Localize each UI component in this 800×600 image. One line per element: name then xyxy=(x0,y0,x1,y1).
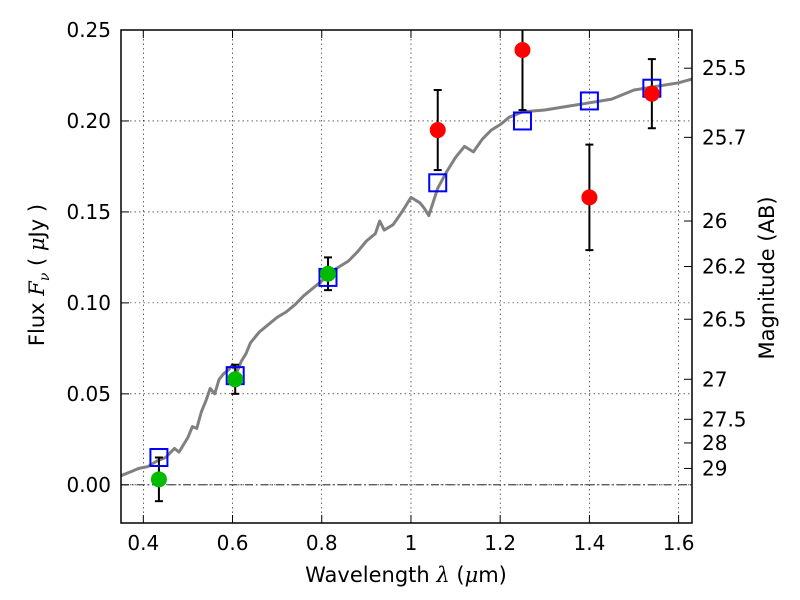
y-axis-label-mu: μ xyxy=(25,237,49,251)
magnitude-tick-label: 25.7 xyxy=(702,125,747,149)
x-axis-label-mu: μ xyxy=(465,563,479,587)
x-axis-label-unit: m) xyxy=(478,563,507,587)
y-tick-label: 0.15 xyxy=(66,200,111,224)
grid-layer xyxy=(121,29,692,523)
x-tick-label: 0.4 xyxy=(127,531,159,555)
y-axis-label: Flux Fν ( μJy ) xyxy=(25,204,53,346)
detection-point xyxy=(514,42,531,59)
spectrum-layer xyxy=(120,77,693,478)
x-tick-label: 1.2 xyxy=(484,531,516,555)
tick-layer: 0.4 0.6 0.8 1 1.2 1.4 1.6 0.00 0.05 0.10 0.15 0.20 0… xyxy=(66,18,746,555)
y-axis-label-f: F xyxy=(25,280,49,297)
magnitude-tick-label: 25.5 xyxy=(702,56,747,80)
y-tick-label: 0.05 xyxy=(66,382,111,406)
detection-point xyxy=(581,189,598,206)
detection-point xyxy=(429,122,446,139)
x-tick-label: 0.6 xyxy=(217,531,249,555)
x-tick-label: 1.4 xyxy=(573,531,605,555)
x-axis-label-prefix: Wavelength xyxy=(305,563,436,587)
plot-frame xyxy=(120,29,693,524)
magnitude-tick-label: 29 xyxy=(702,456,727,480)
magnitude-tick-label: 28 xyxy=(702,431,727,455)
y-axis-label-nu: ν xyxy=(37,272,53,281)
y-axis-label-prefix: Flux xyxy=(25,296,49,346)
x-tick-label: 1.6 xyxy=(663,531,695,555)
x-axis-label: Wavelength λ (μm) xyxy=(305,563,507,587)
template-spectrum-line xyxy=(120,77,693,478)
model-flux-square xyxy=(149,448,169,468)
y-tick-label: 0.20 xyxy=(66,109,111,133)
x-axis-label-lambda: λ xyxy=(435,563,449,587)
magnitude-tick-label: 26.2 xyxy=(702,254,747,278)
model-squares-layer xyxy=(149,78,662,468)
detection-point xyxy=(319,265,336,282)
y-axis-label-open: ( xyxy=(25,251,49,273)
model-flux-square xyxy=(428,173,448,193)
detection-point xyxy=(227,371,244,388)
y-tick-label: 0.25 xyxy=(66,18,111,42)
y-axis-label-unit: Jy ) xyxy=(25,204,49,240)
x-axis-label-open: ( xyxy=(450,563,465,587)
detections-layer xyxy=(150,42,660,488)
detection-point xyxy=(643,85,660,102)
magnitude-tick-label: 26 xyxy=(702,209,727,233)
magnitude-tick-label: 26.5 xyxy=(702,307,747,331)
y-tick-label: 0.10 xyxy=(66,291,111,315)
right-axis-label: Magnitude (AB) xyxy=(755,196,779,359)
magnitude-tick-label: 27 xyxy=(702,367,727,391)
model-flux-square xyxy=(579,91,599,111)
x-tick-label: 0.8 xyxy=(306,531,338,555)
model-flux-square xyxy=(512,111,532,131)
y-tick-label: 0.00 xyxy=(66,473,111,497)
detection-point xyxy=(150,471,167,488)
x-tick-label: 1 xyxy=(405,531,418,555)
magnitude-tick-label: 27.5 xyxy=(702,407,747,431)
